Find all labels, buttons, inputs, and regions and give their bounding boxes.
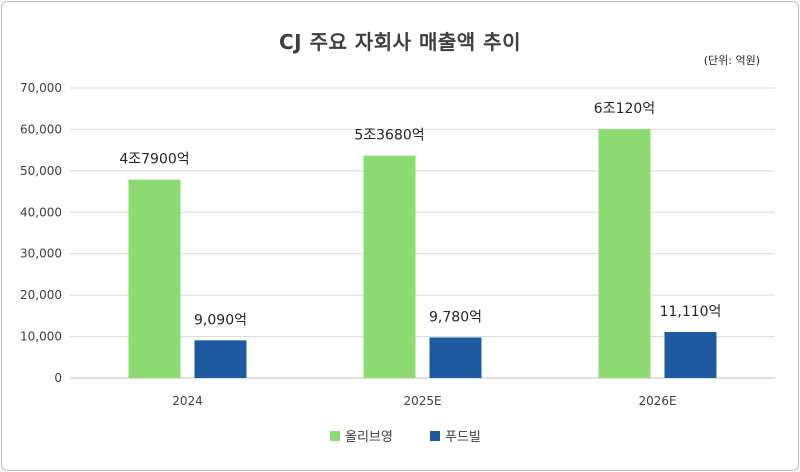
bar-foodville [429,337,482,378]
unit-note: (단위: 억원) [703,54,760,67]
y-tick-label: 70,000 [20,81,62,95]
x-tick-label: 2024 [172,394,203,408]
data-label: 9,090억 [194,312,247,328]
legend-label: 푸드빌 [445,430,481,445]
bar-oliveyoung [128,179,181,378]
x-tick-label: 2025E [403,394,441,408]
y-tick-label: 60,000 [20,122,62,136]
legend-swatch [430,431,440,441]
y-tick-label: 20,000 [20,288,62,302]
bar-foodville [194,340,247,378]
legend-label: 올리브영 [345,430,393,445]
legend-swatch [330,431,340,441]
chart-title: CJ 주요 자회사 매출액 추이 [279,30,521,54]
bars [128,128,717,378]
x-axis-ticks: 2024 2025E 2026E [172,394,676,408]
data-label: 5조3680억 [354,128,424,144]
gridlines [70,87,775,379]
y-tick-label: 0 [54,371,62,385]
data-labels: 4조7900억 9,090억 5조3680억 9,780억 6조120억 11,110억 [119,101,721,328]
x-tick-label: 2026E [638,394,676,408]
y-tick-label: 10,000 [20,330,62,344]
y-tick-label: 50,000 [20,164,62,178]
data-label: 9,780억 [429,309,482,325]
legend: 올리브영 푸드빌 [330,430,481,445]
data-label: 6조120억 [594,101,655,117]
y-tick-label: 40,000 [20,205,62,219]
data-label: 11,110억 [660,304,722,320]
y-axis-ticks: 0 10,000 20,000 30,000 40,000 50,000 60,000 70,… [20,81,62,385]
bar-foodville [664,331,717,378]
y-tick-label: 30,000 [20,247,62,261]
bar-oliveyoung [598,128,651,378]
data-label: 4조7900억 [119,152,189,168]
bar-oliveyoung [363,155,416,378]
